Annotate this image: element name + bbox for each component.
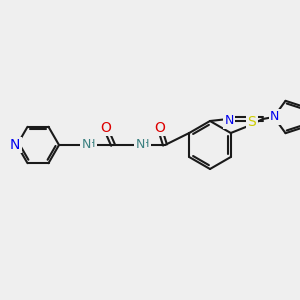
Text: N: N	[135, 139, 145, 152]
Text: O: O	[154, 121, 165, 135]
Text: N: N	[270, 110, 280, 124]
Text: N: N	[81, 139, 91, 152]
Text: N: N	[10, 138, 20, 152]
Text: N: N	[224, 115, 234, 128]
Text: O: O	[100, 121, 111, 135]
Text: H: H	[141, 139, 149, 149]
Text: S: S	[248, 115, 256, 129]
Text: H: H	[87, 139, 95, 149]
